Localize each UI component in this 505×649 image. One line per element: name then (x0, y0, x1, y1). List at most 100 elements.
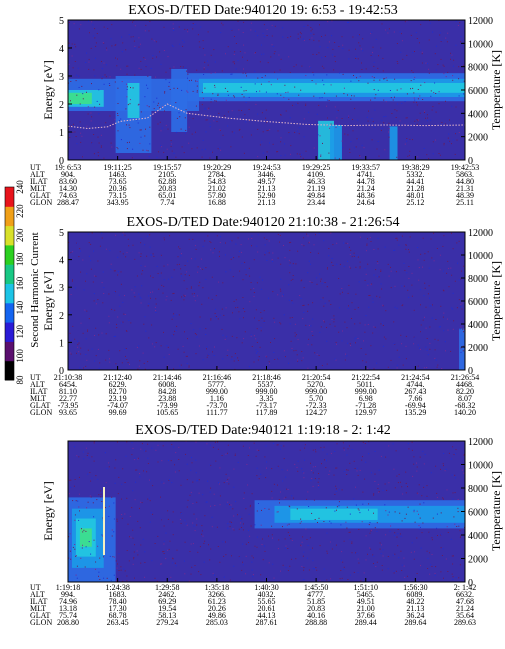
p1-noise-dot (380, 47, 382, 49)
p3-noise-dot (140, 448, 142, 450)
p3-noise-dot (368, 509, 369, 511)
orbit-value: 19.54 (158, 604, 176, 613)
p2-noise-dot (176, 264, 178, 266)
p1-noise-dot (430, 95, 432, 97)
p3-noise-dot (243, 497, 245, 499)
p2-noise-dot (86, 310, 88, 312)
p2-noise-dot (255, 338, 257, 340)
y2-tick-label: 6000 (468, 86, 488, 97)
p1-noise-dot (110, 38, 112, 40)
orbit-value: -73.17 (256, 401, 277, 410)
orbit-value: 21.13 (258, 184, 276, 193)
p3-noise-dot (349, 462, 351, 464)
p3-noise-dot (113, 531, 115, 533)
p3-noise-dot (335, 467, 337, 469)
y2-tick-label: 4000 (468, 109, 488, 120)
p1-noise-dot (197, 34, 199, 36)
p3-noise-dot (435, 465, 437, 467)
p2-noise-dot (218, 251, 220, 253)
p3-noise-dot (74, 479, 76, 480)
p2-noise-dot (187, 338, 188, 340)
p2-noise-dot (411, 272, 413, 274)
p1-noise-dot (178, 112, 180, 114)
p1-noise-dot (408, 154, 410, 156)
p2-noise-dot (126, 359, 128, 360)
orbit-value: 36.24 (406, 611, 424, 620)
p3-noise-dot (387, 568, 389, 570)
p3-noise-dot (251, 493, 253, 495)
orbit-value: 57.80 (208, 191, 226, 200)
p1-noise-dot (356, 138, 358, 140)
p3-noise-dot (315, 451, 317, 453)
orbit-value: 21.24 (357, 184, 375, 193)
p3-noise-dot (368, 524, 370, 526)
p1-noise-dot (126, 148, 128, 150)
p1-noise-dot (165, 79, 167, 81)
p3-noise-dot (302, 555, 304, 557)
p1-noise-dot (111, 24, 113, 26)
p2-noise-dot (157, 273, 159, 274)
p3-noise-dot (134, 459, 136, 461)
p2-noise-dot (241, 342, 243, 344)
p2-noise-dot (260, 312, 262, 313)
p1-noise-dot (146, 84, 147, 86)
p1-noise-dot (448, 141, 450, 143)
p3-noise-dot (117, 563, 118, 565)
p2-noise-dot (320, 326, 322, 328)
p3-noise-dot (377, 487, 379, 489)
p1-noise-dot (388, 28, 390, 30)
p2-noise-dot (350, 267, 352, 269)
p1-noise-dot (421, 53, 423, 55)
p3-noise-dot (233, 468, 235, 470)
p3-noise-dot (221, 455, 223, 456)
p2-noise-dot (319, 273, 321, 275)
p3-noise-dot (322, 449, 324, 451)
p3-noise-dot (372, 554, 374, 556)
p2-noise-dot (431, 317, 433, 319)
p1-noise-dot (227, 111, 229, 113)
p3-noise-dot (459, 564, 461, 566)
p3-noise-dot (72, 500, 74, 502)
p3-noise-dot (93, 539, 95, 541)
p1-noise-dot (373, 79, 375, 81)
p2-noise-dot (108, 293, 110, 295)
p2-noise-dot (225, 242, 226, 244)
p2-noise-dot (183, 294, 185, 296)
p2-noise-dot (459, 328, 461, 330)
p1-noise-dot (338, 46, 340, 47)
p1-noise-dot (302, 38, 304, 40)
p2-noise-dot (134, 286, 136, 288)
p3-noise-dot (373, 493, 375, 495)
p2-noise-dot (387, 366, 389, 368)
p3-noise-dot (223, 482, 225, 484)
p2-noise-dot (445, 350, 446, 352)
orbit-value: 999.00 (256, 387, 278, 396)
p3-noise-dot (187, 499, 189, 501)
p1-noise-dot (233, 132, 235, 134)
p1-noise-dot (196, 91, 198, 93)
p2-noise-dot (230, 258, 232, 260)
p1-noise-dot (372, 46, 374, 48)
p1-noise-dot (335, 126, 337, 128)
p2-noise-dot (155, 310, 157, 312)
p1-noise-dot (381, 23, 383, 25)
p2-noise-dot (173, 368, 175, 370)
p3-noise-dot (198, 492, 200, 494)
p3-noise-dot (201, 533, 203, 535)
orbit-value: 61.23 (208, 597, 226, 606)
p2-noise-dot (435, 319, 437, 320)
p3-noise-dot (413, 509, 415, 511)
p2-noise-dot (319, 331, 321, 333)
p3-noise-dot (147, 498, 149, 500)
p1-noise-dot (457, 25, 459, 26)
p3-noise-dot (407, 486, 408, 488)
p2-noise-dot (180, 255, 182, 257)
p2-noise-dot (72, 325, 74, 327)
p3-noise-dot (291, 540, 293, 541)
p3-noise-dot (326, 579, 328, 581)
p2-noise-dot (335, 359, 337, 361)
p1-noise-dot (401, 33, 402, 35)
p3-noise-dot (190, 469, 192, 471)
p3-noise-dot (450, 538, 452, 540)
p1-noise-dot (98, 89, 100, 91)
